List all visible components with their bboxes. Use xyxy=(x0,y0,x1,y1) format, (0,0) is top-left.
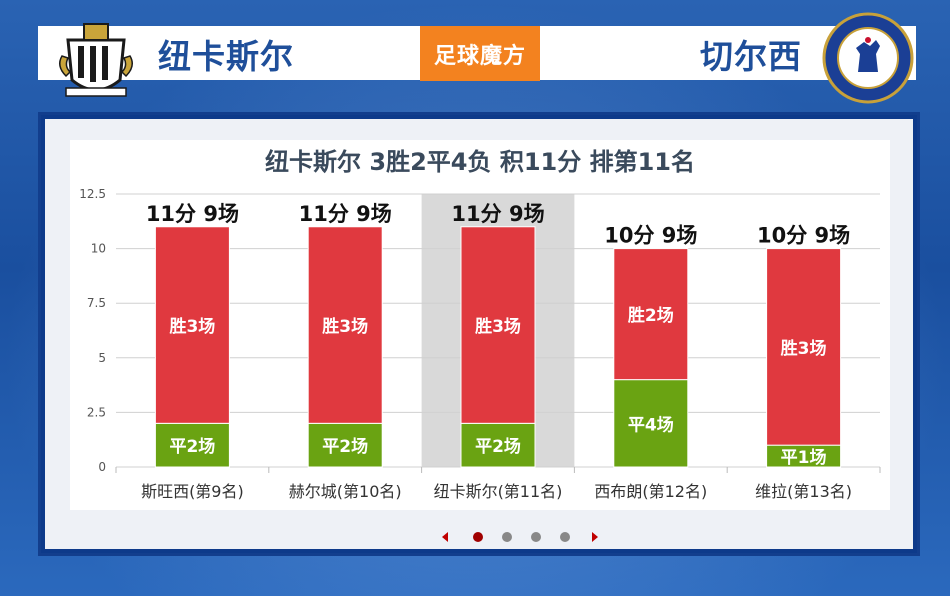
win-data-label: 胜3场 xyxy=(475,317,521,337)
x-category-label: 维拉(第13名) xyxy=(755,482,852,501)
win-bar xyxy=(613,248,689,381)
pagination-dot[interactable] xyxy=(473,532,483,542)
triangle-left-icon[interactable] xyxy=(442,532,448,542)
draw-bar xyxy=(613,379,689,468)
bar-total-label: 11分 9场 xyxy=(299,202,392,226)
draw-data-label: 平2场 xyxy=(322,437,368,457)
pagination-dot[interactable] xyxy=(560,532,570,542)
x-category-label: 赫尔城(第10名) xyxy=(289,482,402,501)
chart-title: 纽卡斯尔 3胜2平4负 积11分 排第11名 xyxy=(265,148,695,176)
win-data-label: 胜3场 xyxy=(169,317,215,337)
bar-total-label: 10分 9场 xyxy=(604,224,697,248)
pagination-dot[interactable] xyxy=(531,532,541,542)
bar-total-label: 11分 9场 xyxy=(146,202,239,226)
win-data-label: 胜3场 xyxy=(781,339,827,359)
draw-data-label: 平4场 xyxy=(628,415,674,435)
x-category-label: 纽卡斯尔(第11名) xyxy=(434,482,563,501)
newcastle-united-crest-icon xyxy=(59,23,133,97)
win-bar xyxy=(307,226,383,424)
y-tick-label: 10 xyxy=(91,242,106,256)
y-tick-label: 7.5 xyxy=(87,296,106,310)
pagination-dot[interactable] xyxy=(502,532,512,542)
away-team-name: 切尔西 xyxy=(700,37,802,76)
draw-data-label: 平2场 xyxy=(169,437,215,457)
win-data-label: 胜3场 xyxy=(322,317,368,337)
y-tick-label: 12.5 xyxy=(79,187,106,201)
y-tick-label: 0 xyxy=(98,460,106,474)
x-category-label: 斯旺西(第9名) xyxy=(141,482,244,501)
win-bar xyxy=(460,226,536,424)
home-team-name: 纽卡斯尔 xyxy=(158,37,294,76)
win-data-label: 胜2场 xyxy=(628,306,674,326)
triangle-right-icon[interactable] xyxy=(592,532,598,542)
draw-bar xyxy=(460,422,536,468)
brand-logo: 足球魔方 xyxy=(420,26,540,81)
y-tick-label: 2.5 xyxy=(87,405,106,419)
pagination xyxy=(442,532,598,542)
y-tick-label: 5 xyxy=(98,351,106,365)
draw-data-label: 平1场 xyxy=(781,448,827,468)
draw-bar xyxy=(307,422,383,468)
chelsea-fc-crest-icon xyxy=(822,12,914,104)
x-category-label: 西布朗(第12名) xyxy=(594,482,707,501)
bar-total-label: 11分 9场 xyxy=(451,202,544,226)
win-bar xyxy=(154,226,230,424)
draw-data-label: 平2场 xyxy=(475,437,521,457)
win-bar xyxy=(766,248,842,446)
bar-total-label: 10分 9场 xyxy=(757,224,850,248)
